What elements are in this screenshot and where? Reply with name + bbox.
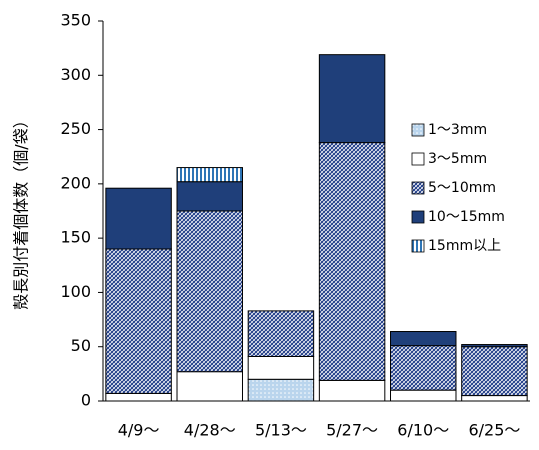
legend-swatch — [411, 181, 425, 195]
x-tick-label: 4/9〜 — [118, 421, 160, 440]
y-tick-label: 150 — [60, 228, 91, 247]
legend-label: 5〜10mm — [428, 180, 496, 196]
bar-segment — [105, 248, 172, 394]
legend-swatch — [411, 152, 425, 166]
legend-label: 3〜5mm — [428, 151, 487, 167]
x-tick-label: 5/13〜 — [255, 421, 307, 440]
bar-segment — [390, 345, 457, 391]
y-tick-label: 50 — [71, 336, 91, 355]
x-tick-label: 6/25〜 — [468, 421, 520, 440]
bar-segment — [105, 392, 172, 402]
bar-segment — [176, 210, 243, 373]
bar-segment — [390, 389, 457, 402]
y-tick-label: 0 — [81, 391, 91, 410]
bar-segment — [247, 355, 315, 380]
legend-swatch — [411, 123, 425, 137]
bar-segment — [176, 181, 243, 212]
bar-segment — [176, 167, 243, 183]
y-tick-label: 200 — [60, 173, 91, 192]
bar-segment — [461, 395, 528, 402]
bar-segment — [105, 187, 172, 250]
legend-swatch — [411, 210, 425, 224]
bar-segment — [318, 142, 386, 381]
bar-segment — [461, 344, 528, 348]
bar-segment — [318, 379, 386, 402]
bar-segment — [461, 346, 528, 397]
legend-label: 10〜15mm — [428, 209, 505, 225]
bar-segment — [390, 331, 457, 347]
bar-segment — [247, 378, 315, 402]
y-axis-label: 殻長別付着個体数（個/袋） — [12, 112, 31, 309]
legend-label: 1〜3mm — [428, 122, 487, 138]
legend-swatch — [411, 239, 425, 253]
y-tick-label: 250 — [60, 119, 91, 138]
x-tick-label: 4/28〜 — [184, 421, 236, 440]
x-tick-label: 5/27〜 — [326, 421, 378, 440]
bar-segment — [176, 371, 243, 402]
y-tick-label: 300 — [60, 65, 91, 84]
x-tick-label: 6/10〜 — [397, 421, 449, 440]
y-tick-label: 350 — [60, 11, 91, 30]
bar-segment — [318, 54, 386, 144]
bar-segment — [247, 310, 315, 357]
y-tick-label: 100 — [60, 282, 91, 301]
legend-label: 15mm以上 — [428, 238, 501, 254]
